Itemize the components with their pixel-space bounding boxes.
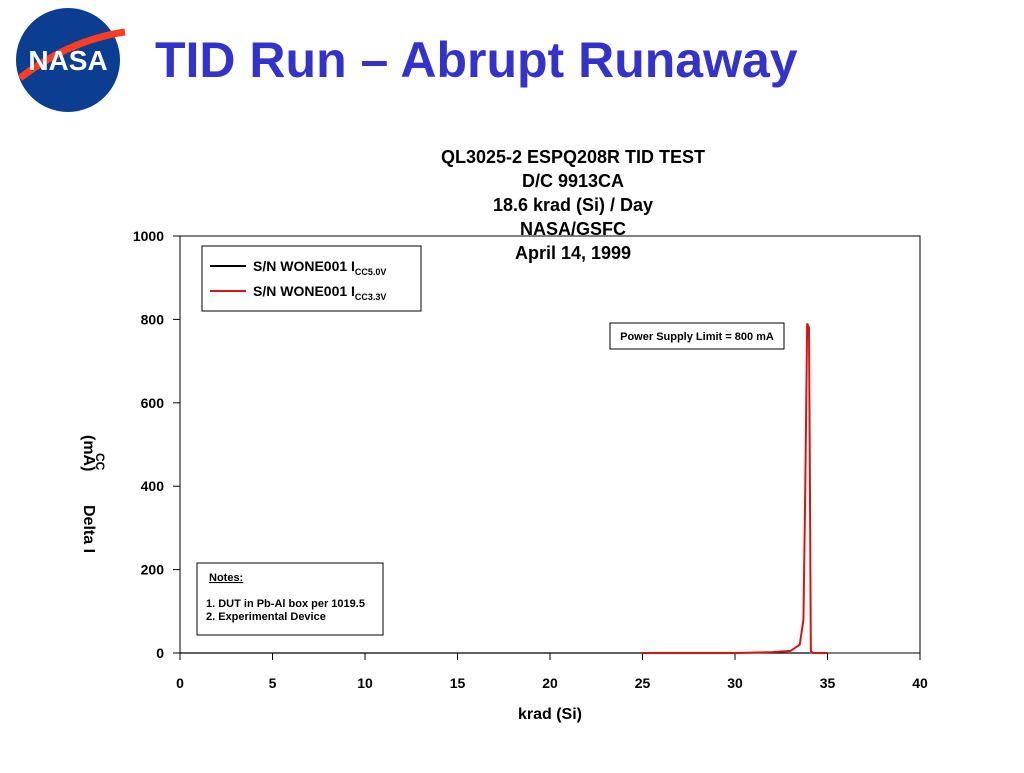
x-tick-label: 40 [912,675,928,691]
x-tick-label: 35 [820,675,836,691]
legend-label: S/N WONE001 ICC5.0V [253,258,386,277]
x-tick-label: 0 [176,675,184,691]
x-tick-label: 30 [727,675,743,691]
chart-title: QL3025-2 ESPQ208R TID TEST [441,147,705,167]
y-tick-label: 1000 [133,228,164,244]
notes-line: 1. DUT in Pb-Al box per 1019.5 [206,598,365,610]
x-tick-label: 20 [542,675,558,691]
annotation: Power Supply Limit = 800 mA [620,331,774,343]
legend-subscript: CC3.3V [355,292,387,302]
chart-title: D/C 9913CA [522,171,624,191]
nasa-logo: NASA [16,8,126,112]
chart: QL3025-2 ESPQ208R TID TEST D/C 9913CA 18.6… [80,147,928,723]
x-axis-label: krad (Si) [518,706,582,723]
y-label-text: Delta I [80,505,97,553]
y-tick-label: 600 [141,395,165,411]
legend-name: S/N WONE001 I [253,283,355,299]
chart-title: April 14, 1999 [515,243,631,263]
legend-subscript: CC5.0V [355,267,387,277]
series-line [642,323,828,654]
chart-title: 18.6 krad (Si) / Day [493,195,653,215]
legend-name: S/N WONE001 I [253,258,355,274]
notes-box [196,562,384,636]
logo-text: NASA [28,45,107,76]
annotation-box [609,322,785,350]
notes-line: 2. Experimental Device [206,611,326,623]
chart-title: NASA/GSFC [520,219,626,239]
y-tick-label: 0 [156,645,164,661]
notes-title: Notes: [209,572,243,584]
y-label-subscript: CC [93,453,107,471]
legend-label: S/N WONE001 ICC3.3V [253,283,386,302]
legend-box [201,245,422,312]
slide-title: TID Run – Abrupt Runaway [155,32,798,88]
x-tick-label: 5 [269,675,277,691]
x-tick-label: 25 [635,675,651,691]
x-tick-label: 10 [357,675,373,691]
y-tick-label: 800 [141,311,165,327]
logo-circle [16,8,120,112]
x-tick-label: 15 [450,675,466,691]
y-axis-label: Delta I CC(mA) [80,435,107,553]
y-label-unit: (mA) [80,435,97,471]
logo-swoosh [17,28,126,81]
y-tick-label: 400 [141,478,165,494]
y-tick-label: 200 [141,562,165,578]
